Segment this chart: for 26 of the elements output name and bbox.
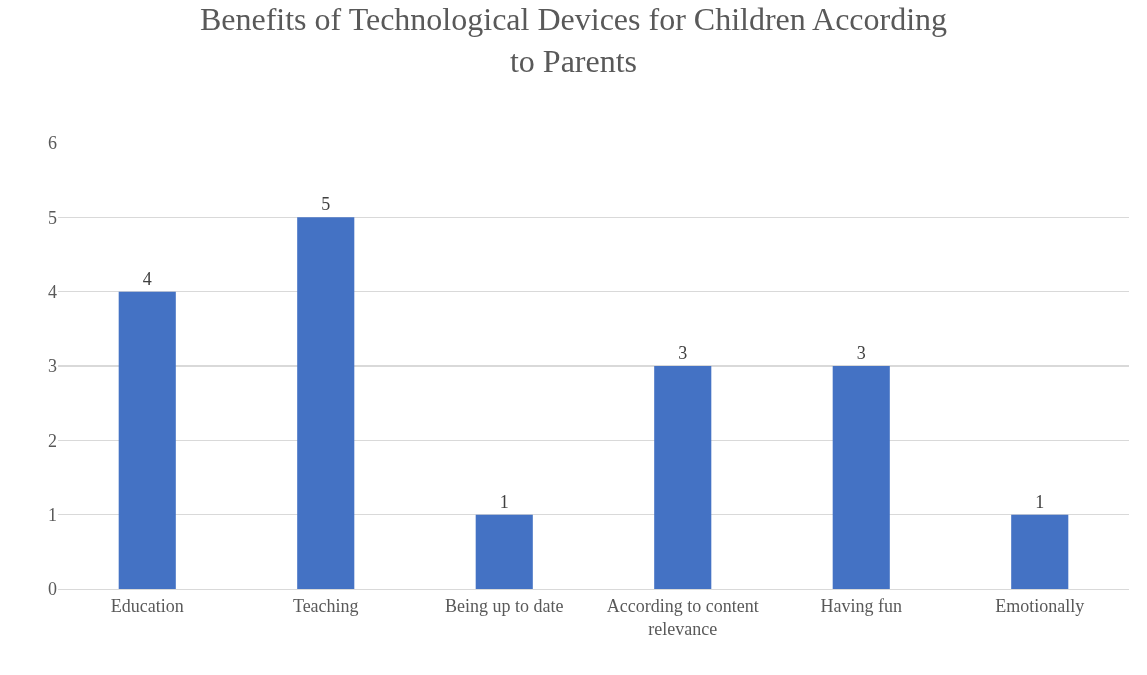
bar xyxy=(297,217,355,589)
chart-title: Benefits of Technological Devices for Children According to Parents xyxy=(199,1,948,79)
y-tick-label: 3 xyxy=(48,356,57,377)
data-label: 5 xyxy=(321,194,331,215)
bar xyxy=(118,291,176,589)
x-tick-label: Having fun xyxy=(820,595,902,616)
x-tick-label: According to content relevance xyxy=(606,595,759,640)
bar xyxy=(1011,514,1069,589)
data-label: 1 xyxy=(499,491,509,512)
y-tick-label: 4 xyxy=(48,281,57,302)
bar xyxy=(832,366,890,589)
y-tick-label: 6 xyxy=(48,133,57,154)
bar xyxy=(654,366,712,589)
x-tick-label: Teaching xyxy=(292,595,359,616)
x-tick-label: Being up to date xyxy=(445,595,564,616)
data-label: 1 xyxy=(1035,491,1045,512)
x-tick-label: Emotionally xyxy=(995,595,1085,616)
bar xyxy=(475,514,533,589)
y-tick-label: 2 xyxy=(48,430,57,451)
y-tick-label: 0 xyxy=(48,579,57,600)
x-tick-label: Education xyxy=(110,595,184,616)
data-label: 4 xyxy=(142,268,152,289)
y-tick-label: 1 xyxy=(48,504,57,525)
data-label: 3 xyxy=(856,343,866,363)
y-tick-label: 5 xyxy=(48,207,57,228)
data-label: 3 xyxy=(678,343,688,363)
